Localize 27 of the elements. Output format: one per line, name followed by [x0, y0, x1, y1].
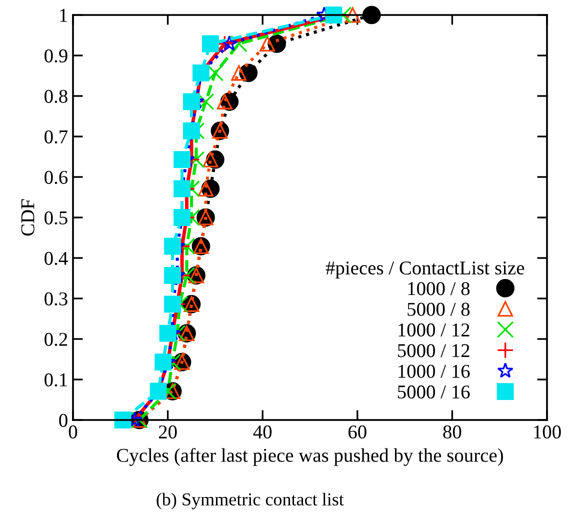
y-axis-title: CDF: [21, 199, 34, 236]
y-tick-label: 0.2: [44, 332, 68, 346]
y-tick-label: 0.7: [44, 130, 68, 144]
x-tick-label: 60: [348, 425, 366, 439]
x-tick-label: 20: [158, 425, 177, 439]
x-tick-label: 80: [443, 425, 462, 439]
y-tick-label: 0: [59, 414, 68, 427]
x-tick-label: 40: [253, 425, 272, 439]
y-tick-label: 0.5: [44, 211, 68, 225]
y-tick-label: 0.9: [44, 49, 68, 63]
y-tick-label: 0.3: [44, 292, 68, 306]
legend-label: 5000 / 8: [408, 302, 470, 316]
y-tick-label: 0.4: [44, 252, 68, 266]
y-tick-label: 0.1: [44, 373, 67, 387]
legend-label: 1000 / 16: [398, 364, 470, 378]
legend-label: 1000 / 8: [408, 282, 470, 296]
legend-title: #pieces / ContactList size: [326, 261, 524, 278]
x-tick-label: 100: [534, 425, 561, 439]
x-axis-title: Cycles (after last piece was pushed by the source): [116, 448, 503, 466]
x-tick-label: 0: [68, 425, 78, 439]
legend-label: 5000 / 12: [398, 344, 470, 358]
y-tick-label: 0.8: [44, 90, 68, 104]
legend-label: 1000 / 12: [398, 323, 470, 337]
text: (b) Symmetric contact list: [156, 492, 344, 510]
y-tick-label: 1: [60, 8, 67, 22]
legend-label: 5000 / 16: [398, 385, 470, 399]
y-tick-label: 0.6: [44, 170, 68, 184]
